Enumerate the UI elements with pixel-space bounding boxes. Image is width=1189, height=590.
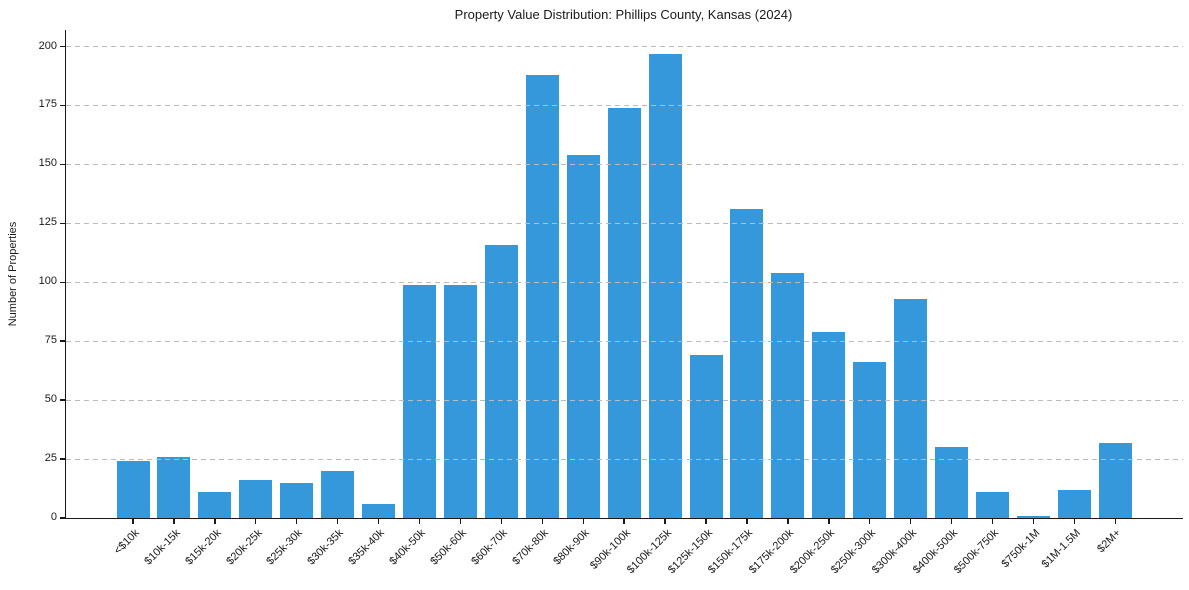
gridline-200 — [66, 46, 1183, 48]
y-tick-mark — [60, 458, 65, 460]
plot-area: <$10k $10k-15k $15k-20k $20k-25k $25k-30k $30… — [60, 30, 1183, 576]
x-tick-mark — [1073, 519, 1076, 524]
x-tick-mark — [787, 519, 789, 524]
x-tick-mark — [459, 519, 462, 524]
bar-$300k-400k — [894, 298, 928, 518]
x-tick-mark — [623, 519, 625, 524]
y-tick-label-0: 0 — [50, 511, 57, 523]
bar-$10k-15k — [157, 456, 191, 518]
x-tick-mark — [296, 519, 298, 524]
bar-$200k-250k — [812, 331, 846, 518]
x-tick-label: $750k-1M — [998, 527, 1042, 571]
y-tick-label-150: 150 — [38, 157, 57, 170]
x-tick-mark — [746, 519, 748, 524]
x-tick-mark — [705, 519, 707, 524]
y-tick-mark — [60, 104, 65, 107]
bar-$15k-20k — [198, 492, 232, 518]
x-tick-mark — [1032, 519, 1035, 524]
x-tick-mark — [991, 519, 994, 524]
y-tick-label-200: 200 — [38, 39, 57, 52]
x-tick-mark — [255, 519, 257, 524]
x-tick-mark — [664, 519, 666, 524]
x-tick-label: $10k-15k — [141, 527, 183, 568]
x-tick-label: $70k-80k — [510, 527, 551, 568]
x-tick-label: $25k-30k — [264, 527, 306, 568]
x-tick-label: $20k-25k — [223, 527, 265, 568]
y-tick-mark — [60, 281, 65, 283]
x-tick-label: $2M+ — [1095, 527, 1124, 556]
bar-$35k-40k — [362, 503, 396, 518]
bar-$60k-70k — [484, 244, 518, 518]
bar-$25k-30k — [280, 482, 314, 518]
bar-$100k-125k — [648, 53, 682, 518]
bar-$70k-80k — [525, 74, 559, 518]
bar-<$10k — [116, 461, 150, 518]
bar-$500k-750k — [976, 492, 1010, 518]
x-tick-mark — [541, 519, 543, 524]
y-tick-mark — [60, 517, 65, 519]
bar-$250k-300k — [853, 362, 887, 518]
x-tick-label: $80k-90k — [551, 527, 592, 568]
y-tick-mark — [60, 399, 65, 401]
x-tick-mark — [214, 519, 216, 524]
y-axis-tick-labels: 0 25 50 75 100 125 150 175 200 — [0, 30, 57, 524]
y-tick-mark — [60, 340, 65, 342]
x-tick-label: $60k-70k — [469, 527, 510, 568]
y-tick-label-50: 50 — [44, 393, 57, 406]
x-tick-label: $30k-35k — [305, 527, 347, 568]
y-tick-label-125: 125 — [38, 216, 57, 229]
x-tick-mark — [418, 519, 421, 524]
x-tick-mark — [869, 519, 871, 524]
x-tick-mark — [828, 519, 830, 524]
bar-$90k-100k — [607, 107, 641, 518]
x-tick-label: $1M-1.5M — [1039, 527, 1083, 571]
x-tick-label: $15k-20k — [182, 527, 224, 568]
y-tick-mark — [60, 45, 65, 48]
x-tick-mark — [909, 519, 912, 524]
bar-$2M+ — [1098, 442, 1132, 518]
bar-$30k-35k — [321, 470, 355, 518]
bar-$1M-1.5M — [1057, 489, 1091, 518]
x-tick-mark — [1114, 519, 1116, 524]
gridline-175 — [66, 104, 1183, 106]
bar-$125k-150k — [689, 355, 723, 518]
x-tick-mark — [950, 519, 953, 524]
y-tick-label-75: 75 — [44, 334, 57, 347]
x-tick-label: $40k-50k — [387, 527, 428, 568]
y-tick-label-100: 100 — [38, 275, 57, 288]
y-tick-label-175: 175 — [38, 98, 57, 111]
y-tick-mark — [60, 163, 65, 166]
bar-$20k-25k — [239, 480, 273, 518]
bar-$750k-1M — [1016, 515, 1050, 518]
x-tick-mark — [582, 519, 584, 524]
x-tick-label: $35k-40k — [346, 527, 388, 568]
x-tick-label: $50k-60k — [428, 527, 469, 568]
x-tick-mark — [377, 519, 380, 524]
y-tick-mark — [60, 222, 65, 224]
chart-title: Property Value Distribution: Phillips Co… — [454, 7, 793, 22]
x-tick-mark — [132, 519, 134, 524]
x-tick-mark — [336, 519, 339, 524]
bar-$150k-175k — [730, 209, 764, 518]
bar-$400k-500k — [935, 447, 969, 518]
x-tick-mark — [500, 519, 503, 524]
y-tick-label-25: 25 — [44, 452, 57, 465]
x-tick-label: <$10k — [111, 527, 142, 557]
bar-$80k-90k — [566, 154, 600, 518]
bar-$40k-50k — [403, 284, 436, 518]
bar-$175k-200k — [771, 272, 805, 518]
x-tick-mark — [173, 519, 175, 524]
bar-$50k-60k — [443, 284, 477, 518]
